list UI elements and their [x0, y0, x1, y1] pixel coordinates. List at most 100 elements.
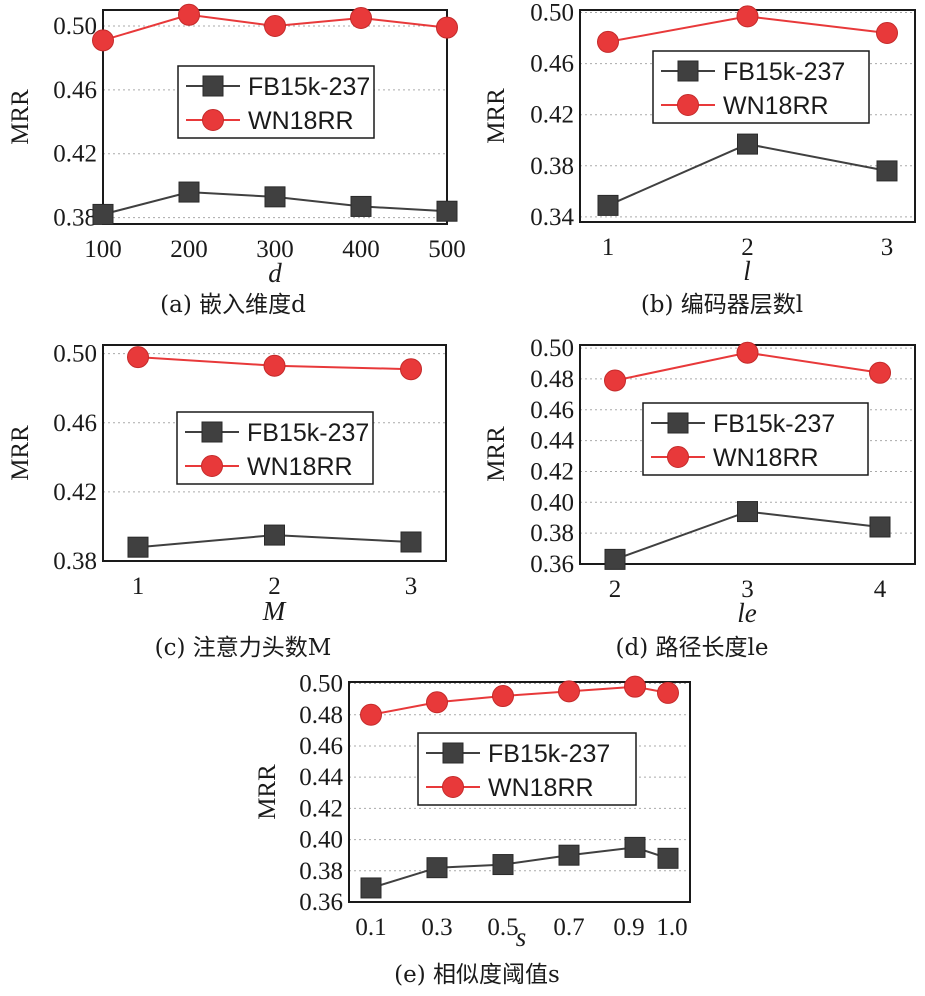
data-point-fb15k-237 — [604, 548, 626, 570]
x-tick-label: 1 — [602, 234, 615, 261]
y-tick-label: 0.40 — [299, 827, 343, 854]
data-point-wn18rr — [597, 30, 619, 53]
legend-label: WN18RR — [248, 107, 354, 135]
y-tick-label: 0.50 — [53, 13, 97, 40]
x-tick-label: 1.0 — [656, 914, 687, 941]
x-tick-label: 400 — [342, 236, 380, 263]
data-point-wn18rr — [876, 21, 898, 44]
y-tick-label: 0.34 — [530, 204, 574, 231]
y-tick-label: 0.50 — [530, 0, 574, 27]
data-point-fb15k-237 — [264, 186, 286, 208]
y-axis-label: MRR — [483, 88, 510, 144]
data-point-wn18rr — [263, 354, 286, 377]
x-tick-label: 1 — [132, 573, 145, 600]
y-tick-label: 0.46 — [53, 410, 97, 437]
data-point-wn18rr — [436, 16, 458, 39]
y-axis-label: MRR — [483, 426, 510, 482]
x-tick-label: 3 — [741, 576, 754, 603]
x-tick-label: 0.7 — [553, 914, 584, 941]
plot-frame — [102, 344, 447, 562]
data-point-wn18rr — [492, 685, 514, 708]
series-line-fb15k-237 — [370, 846, 669, 889]
legend-marker-wn18rr — [667, 446, 689, 468]
x-tick-label: 200 — [170, 236, 208, 263]
x-axis-label: s — [516, 922, 527, 952]
x-axis-label: l — [743, 256, 751, 286]
chart-a: 0.38 0.42 0.46 0.50 100 200 300 400 500 FB15k-237… — [7, 3, 466, 318]
y-tick-label: 0.50 — [299, 671, 343, 698]
y-tick-label: 0.42 — [530, 458, 574, 485]
data-point-wn18rr — [736, 341, 759, 364]
y-tick-label: 0.50 — [53, 341, 97, 368]
y-tick-label: 0.50 — [530, 335, 574, 362]
y-tick-label: 0.38 — [530, 520, 574, 547]
x-tick-label: 0.1 — [355, 914, 386, 941]
chart-caption: (d) 路径长度le — [616, 635, 769, 661]
data-point-wn18rr — [360, 703, 382, 726]
legend-label: WN18RR — [713, 444, 819, 472]
legend-label: FB15k-237 — [723, 58, 845, 86]
data-point-fb15k-237 — [558, 844, 580, 866]
series-line-wn18rr — [370, 685, 669, 716]
chart-b: 0.34 0.38 0.42 0.46 0.50 1 2 3 FB15k-237 WN18RR MR… — [483, 0, 916, 318]
chart-caption: (c) 注意力头数M — [155, 635, 332, 661]
data-point-wn18rr — [604, 369, 626, 392]
data-point-wn18rr — [624, 675, 646, 698]
x-tick-label: 3 — [881, 234, 894, 261]
chart-caption: (b) 编码器层数l — [641, 292, 803, 318]
y-tick-label: 0.48 — [530, 366, 574, 393]
x-tick-label: 100 — [84, 236, 122, 263]
plot-frame — [102, 9, 448, 225]
legend-label: WN18RR — [488, 774, 594, 802]
x-axis-label: d — [268, 258, 282, 288]
y-tick-label: 0.42 — [299, 795, 343, 822]
data-point-fb15k-237 — [360, 877, 382, 899]
x-tick-label: 0.5 — [487, 914, 518, 941]
data-point-fb15k-237 — [350, 195, 372, 217]
data-point-fb15k-237 — [597, 194, 619, 216]
x-tick-label: 0.9 — [613, 914, 644, 941]
legend-marker-fb15k-237 — [677, 60, 699, 82]
legend-marker-wn18rr — [202, 109, 224, 131]
data-point-wn18rr — [558, 680, 580, 703]
y-tick-label: 0.46 — [53, 77, 97, 104]
data-point-wn18rr — [178, 3, 200, 26]
plot-frame — [348, 681, 691, 903]
chart-caption: (a) 嵌入维度d — [160, 292, 306, 318]
legend-label: WN18RR — [247, 453, 353, 481]
legend-marker-fb15k-237 — [202, 75, 224, 97]
data-point-wn18rr — [127, 346, 149, 369]
data-point-fb15k-237 — [869, 516, 891, 538]
legend-marker-wn18rr — [201, 455, 223, 477]
y-tick-label: 0.38 — [299, 858, 343, 885]
y-tick-label: 0.42 — [530, 102, 574, 129]
data-point-fb15k-237 — [264, 524, 285, 546]
legend-label: FB15k-237 — [248, 73, 370, 101]
legend-marker-fb15k-237 — [201, 421, 223, 443]
x-tick-label: 4 — [874, 576, 887, 603]
x-tick-label: 3 — [405, 573, 418, 600]
data-point-fb15k-237 — [876, 160, 898, 182]
y-tick-label: 0.42 — [53, 479, 97, 506]
legend-marker-fb15k-237 — [667, 412, 689, 434]
y-axis-label: MRR — [7, 425, 34, 481]
y-tick-label: 0.44 — [299, 764, 343, 791]
data-point-fb15k-237 — [737, 133, 758, 155]
chart-e: 0.36 0.38 0.40 0.42 0.44 0.46 0.48 0.50 0.1 0.3 0.… — [254, 671, 691, 988]
data-point-fb15k-237 — [624, 836, 646, 858]
y-tick-label: 0.48 — [299, 702, 343, 729]
legend-label: FB15k-237 — [488, 740, 610, 768]
y-tick-label: 0.38 — [53, 205, 97, 232]
data-point-fb15k-237 — [436, 200, 458, 222]
chart-c: 0.38 0.42 0.46 0.50 1 2 3 FB15k-237 WN18RR MRR M (c… — [7, 341, 447, 661]
y-tick-label: 0.38 — [530, 153, 574, 180]
legend-label: FB15k-237 — [247, 419, 369, 447]
data-point-wn18rr — [869, 361, 891, 384]
x-axis-label: le — [737, 598, 757, 628]
data-point-fb15k-237 — [737, 501, 758, 523]
x-axis-label: M — [262, 596, 287, 626]
legend-label: WN18RR — [723, 92, 829, 120]
data-point-wn18rr — [657, 681, 679, 704]
data-point-fb15k-237 — [492, 854, 514, 876]
y-axis-label: MRR — [254, 764, 281, 820]
